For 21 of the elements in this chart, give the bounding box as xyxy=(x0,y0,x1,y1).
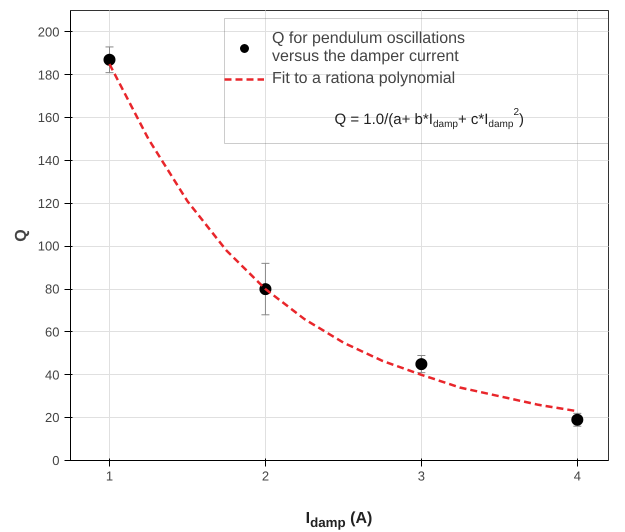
y-tick-label: 120 xyxy=(38,196,60,211)
legend-label: Fit to a rationa polynomial xyxy=(272,69,456,89)
y-tick-label: 40 xyxy=(45,367,60,382)
x-tick-label: 4 xyxy=(574,468,581,484)
x-tick-label: 2 xyxy=(262,468,270,484)
legend-label: Q for pendulum oscillations versus the damper current xyxy=(272,30,465,66)
y-tick-label: 60 xyxy=(45,324,60,340)
y-tick-label: 200 xyxy=(38,24,60,40)
x-tick-label: 1 xyxy=(106,468,114,484)
y-tick-label: 180 xyxy=(38,67,60,82)
y-tick-label: 0 xyxy=(52,453,60,468)
x-tick-label: 3 xyxy=(418,468,425,484)
y-tick-label: 80 xyxy=(45,282,60,297)
y-tick-label: 160 xyxy=(38,110,60,126)
point xyxy=(103,54,116,66)
y-tick-label: 20 xyxy=(45,410,60,426)
y-axis-title: Q xyxy=(12,229,30,242)
point xyxy=(415,358,428,370)
x-axis-title: I$_{damp}$ (A) xyxy=(306,509,372,532)
y-tick-label: 140 xyxy=(38,153,60,168)
y-tick-label: 100 xyxy=(38,238,60,254)
